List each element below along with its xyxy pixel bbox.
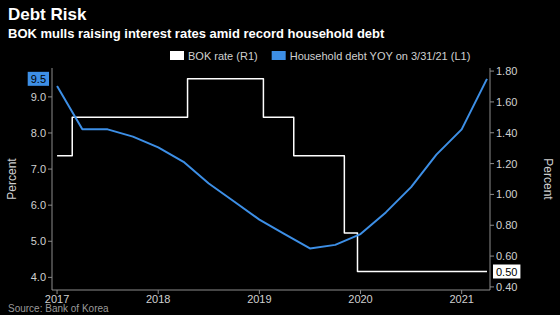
y-tick bbox=[48, 169, 52, 170]
y2-tick-label: 1.20 bbox=[496, 158, 517, 170]
value-box bbox=[28, 72, 49, 86]
x-tick-label: 2021 bbox=[449, 293, 473, 305]
y-axis-title: Percent bbox=[5, 158, 19, 200]
source: Source: Bank of Korea bbox=[8, 303, 109, 314]
y2-tick bbox=[490, 194, 494, 195]
y2-tick-label: 1.00 bbox=[496, 188, 517, 200]
y-tick-label: 4.0 bbox=[31, 271, 46, 283]
y-tick-label: 8.0 bbox=[31, 127, 46, 139]
y2-tick-label: 0.60 bbox=[496, 250, 517, 262]
y2-tick bbox=[490, 132, 494, 133]
x-axis-line bbox=[52, 290, 490, 291]
y2-tick-label: 1.40 bbox=[496, 127, 517, 139]
legend-label: BOK rate (R1) bbox=[188, 50, 258, 62]
plot-area bbox=[57, 79, 487, 272]
value-box-label: 9.5 bbox=[31, 73, 46, 85]
y2-tick bbox=[490, 101, 494, 102]
y-tick-label: 5.0 bbox=[31, 235, 46, 247]
title: Debt Risk bbox=[8, 5, 87, 24]
x-tick-label: 2019 bbox=[247, 293, 271, 305]
y2-tick bbox=[490, 225, 494, 226]
y-tick bbox=[48, 277, 52, 278]
y-tick bbox=[48, 241, 52, 242]
y2-tick bbox=[490, 71, 494, 72]
y2-tick bbox=[490, 163, 494, 164]
y2-tick-label: 0.40 bbox=[496, 281, 517, 293]
legend-swatch bbox=[170, 51, 184, 60]
x-tick-label: 2018 bbox=[146, 293, 170, 305]
series-line bbox=[57, 79, 487, 249]
legend-swatch bbox=[272, 51, 286, 60]
y2-axis-title: Percent bbox=[541, 158, 555, 200]
chart: Debt Risk BOK mulls raising interest rate… bbox=[0, 0, 560, 315]
y-tick-label: 9.0 bbox=[31, 91, 46, 103]
value-box bbox=[493, 265, 520, 279]
subtitle: BOK mulls raising interest rates amid re… bbox=[8, 26, 385, 41]
legend-label: Household debt YOY on 3/31/21 (L1) bbox=[290, 50, 471, 62]
y2-axis-line bbox=[490, 68, 491, 290]
series-line bbox=[57, 79, 487, 272]
y2-tick bbox=[490, 286, 494, 287]
y-tick bbox=[48, 205, 52, 206]
y-tick bbox=[48, 96, 52, 97]
y-axis-line bbox=[52, 68, 53, 290]
y2-tick-label: 1.80 bbox=[496, 65, 517, 77]
y2-tick-label: 0.80 bbox=[496, 219, 517, 231]
x-tick-label: 2020 bbox=[348, 293, 372, 305]
y-tick-label: 7.0 bbox=[31, 163, 46, 175]
y-tick-label: 6.0 bbox=[31, 199, 46, 211]
y2-tick bbox=[490, 256, 494, 257]
value-box-label: 0.50 bbox=[496, 266, 517, 278]
y2-tick-label: 1.60 bbox=[496, 96, 517, 108]
y-tick bbox=[48, 132, 52, 133]
background bbox=[0, 0, 560, 315]
